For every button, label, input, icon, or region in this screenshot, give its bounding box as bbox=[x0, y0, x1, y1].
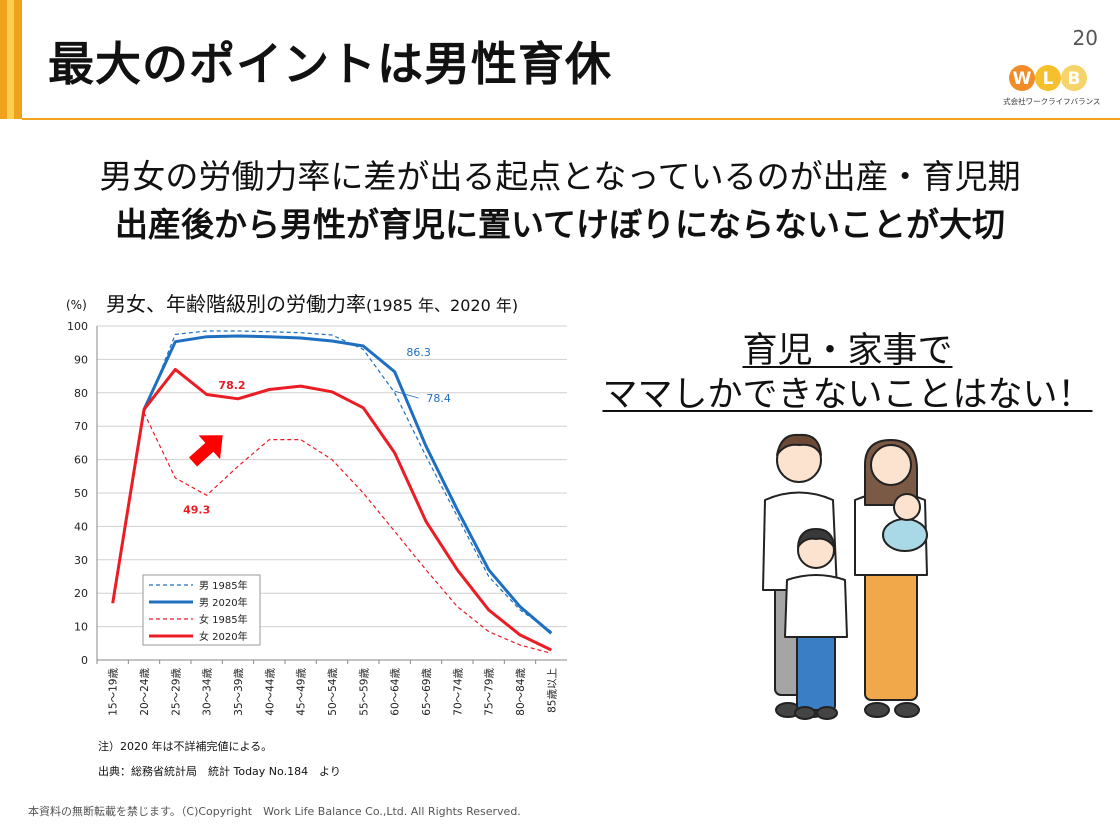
y-axis-unit: (%) bbox=[66, 298, 87, 312]
x-tick-label: 85歳以上 bbox=[546, 668, 558, 713]
series-line bbox=[111, 367, 552, 652]
header-divider bbox=[22, 118, 1120, 120]
logo-caption: 株式会社ワークライフバランス bbox=[1003, 96, 1100, 106]
logo-letter: L bbox=[1043, 69, 1054, 89]
legend-label: 男 1985年 bbox=[199, 579, 248, 592]
data-label: 86.3 bbox=[406, 346, 431, 359]
x-tick-label: 35～39歳 bbox=[233, 668, 245, 716]
callout-line-2: ママしかできないことはない！ bbox=[602, 375, 1093, 415]
legend-label: 女 2020年 bbox=[199, 630, 248, 643]
data-label: 78.4 bbox=[426, 392, 451, 405]
y-tick-label: 80 bbox=[74, 387, 88, 400]
logo-letter: W bbox=[1013, 69, 1032, 89]
y-tick-label: 10 bbox=[74, 621, 88, 634]
series-line bbox=[143, 330, 552, 633]
x-tick-label: 80～84歳 bbox=[515, 668, 527, 716]
company-logo: W L B 株式会社ワークライフバランス bbox=[1003, 65, 1100, 106]
chart-title-main: 男女、年齢階級別の労働力率 bbox=[106, 292, 366, 316]
y-tick-label: 30 bbox=[74, 554, 88, 567]
subtitle-line-2: 出産後から男性が育児に置いてけぼりにならないことが大切 bbox=[114, 205, 1005, 244]
y-tick-label: 70 bbox=[74, 420, 88, 433]
logo-letter: B bbox=[1068, 69, 1081, 89]
data-label: 78.2 bbox=[218, 379, 245, 392]
data-label: 49.3 bbox=[183, 503, 210, 516]
x-tick-label: 70～74歳 bbox=[452, 668, 464, 716]
y-tick-label: 20 bbox=[74, 587, 88, 600]
x-tick-label: 55～59歳 bbox=[358, 668, 370, 716]
legend-label: 女 1985年 bbox=[199, 613, 248, 626]
x-tick-label: 40～44歳 bbox=[264, 668, 276, 716]
copyright-footer: 本資料の無断転載を禁じます。（C)Copyright Work Life Bal… bbox=[28, 805, 521, 818]
chart-title-suffix: (1985 年、2020 年) bbox=[366, 296, 519, 315]
x-tick-label: 20～24歳 bbox=[139, 668, 151, 716]
series-line bbox=[143, 412, 552, 654]
label-leader-line bbox=[394, 390, 419, 399]
page-number: 20 bbox=[1072, 26, 1098, 50]
x-tick-label: 65～69歳 bbox=[421, 668, 433, 716]
labor-force-chart: 0 10 20 30 40 50 60 70 80 90 100 15～19歳 20～24歳 25～29歳… bbox=[67, 320, 567, 716]
y-tick-label: 60 bbox=[74, 454, 88, 467]
chart-note: 注）2020 年は不詳補完値による。 bbox=[98, 740, 273, 753]
slide-title: 最大のポイントは男性育休 bbox=[48, 37, 612, 91]
x-tick-label: 75～79歳 bbox=[484, 668, 496, 716]
y-tick-label: 50 bbox=[74, 487, 88, 500]
chart-title: 男女、年齢階級別の労働力率(1985 年、2020 年) bbox=[106, 288, 518, 317]
chart-source: 出典：総務省統計局 統計 Today No.184 より bbox=[98, 765, 341, 778]
y-tick-label: 40 bbox=[74, 520, 88, 533]
family-illustration-icon bbox=[762, 433, 928, 720]
legend-label: 男 2020年 bbox=[199, 596, 248, 609]
x-tick-label: 15～19歳 bbox=[108, 668, 120, 716]
x-tick-label: 50～54歳 bbox=[327, 668, 339, 716]
x-tick-label: 25～29歳 bbox=[170, 668, 182, 716]
y-tick-label: 0 bbox=[81, 654, 88, 667]
callout-line-1: 育児・家事で bbox=[742, 331, 953, 371]
x-tick-label: 60～64歳 bbox=[390, 668, 402, 716]
increase-arrow-icon bbox=[188, 435, 223, 467]
y-tick-label: 100 bbox=[67, 320, 88, 333]
x-tick-label: 45～49歳 bbox=[296, 668, 308, 716]
subtitle-line-1: 男女の労働力率に差が出る起点となっているのが出産・育児期 bbox=[99, 157, 1021, 196]
title-accent-bar bbox=[0, 0, 22, 119]
series-line bbox=[142, 334, 553, 635]
x-tick-label: 30～34歳 bbox=[202, 668, 214, 716]
legend-box bbox=[142, 574, 261, 646]
y-tick-label: 90 bbox=[74, 353, 88, 366]
